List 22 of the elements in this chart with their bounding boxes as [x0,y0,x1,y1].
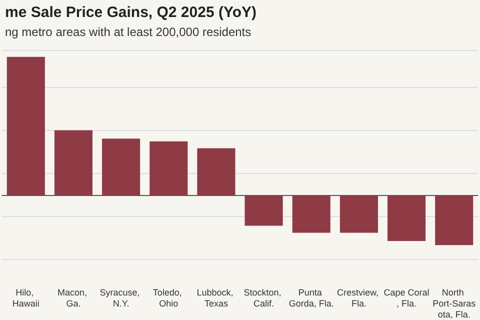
x-tick-label: North Port-Sarasota, Fla. [432,288,476,320]
bar [244,195,283,226]
x-tick-label: Lubbock, Texas [196,288,236,308]
bar [197,148,236,196]
x-tick-label: Hilo, Hawaii [12,288,40,308]
bar [340,195,378,233]
x-tick-label: Toledo, Ohio [152,288,184,308]
x-tick-label: Cape Coral, Fla. [384,288,430,308]
x-tick-label: Punta Gorda, Fla. [288,288,334,308]
bar [102,138,140,196]
bar [388,195,426,242]
bar [435,195,474,246]
x-tick-label: Crestview, Fla. [336,288,381,308]
bar [292,195,330,233]
chart-subtitle: ng metro areas with at least 200,000 residents [5,25,252,39]
x-tick-label: Macon, Ga. [57,288,90,308]
bar [150,141,188,196]
x-tick-label: Syracuse, N.Y. [100,288,142,308]
chart-title: me Sale Price Gains, Q2 2025 (YoY) [5,4,257,21]
x-tick-label: Stockton, Calif. [244,288,284,308]
bar [6,56,45,196]
bar [54,130,92,196]
